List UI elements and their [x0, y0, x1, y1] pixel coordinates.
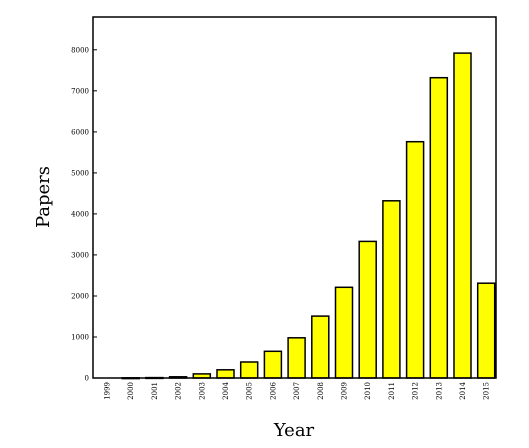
x-tick-label-1999: 1999 [104, 382, 112, 400]
bar-2015 [476, 282, 496, 379]
bar-2011 [382, 200, 401, 379]
y-tick-label-5000: 5000 [71, 169, 89, 177]
x-tick-label-2001: 2001 [151, 382, 159, 400]
x-tick-label-2005: 2005 [246, 382, 254, 400]
bar-2012 [405, 140, 425, 379]
y-tick-label-6000: 6000 [71, 128, 89, 136]
bar-2014 [453, 52, 472, 379]
y-tick-label-7000: 7000 [71, 87, 89, 95]
bar-2004 [216, 369, 235, 379]
x-axis-title: Year [273, 420, 315, 441]
y-tick-label-2000: 2000 [71, 293, 89, 301]
bar-2007 [287, 337, 306, 379]
y-tick-label-3000: 3000 [71, 251, 89, 259]
x-tick-label-2004: 2004 [222, 381, 230, 399]
plot-frame [92, 16, 497, 379]
bar-2008 [311, 315, 330, 379]
x-tick-label-2000: 2000 [127, 382, 135, 400]
x-tick-label-2012: 2012 [412, 382, 420, 400]
bar-2005 [239, 361, 259, 379]
x-tick-label-2014: 2014 [459, 381, 467, 399]
x-tick-label-2015: 2015 [483, 382, 491, 400]
x-tick-label-2013: 2013 [435, 382, 443, 400]
bar-2006 [263, 350, 283, 379]
y-tick-label-1000: 1000 [71, 334, 89, 342]
bar-2010 [358, 240, 377, 379]
bar-2013 [429, 76, 449, 379]
x-tick-label-2003: 2003 [198, 382, 206, 400]
y-tick-label-4000: 4000 [71, 210, 89, 218]
x-tick-label-2009: 2009 [341, 382, 349, 400]
y-axis-ticks: 0 1000 2000 3000 4000 5000 6000 7000 8000 [71, 46, 97, 383]
x-tick-label-2002: 2002 [175, 382, 183, 400]
x-tick-label-2006: 2006 [269, 381, 277, 399]
x-tick-label-2011: 2011 [388, 382, 396, 400]
x-tick-label-2008: 2008 [317, 382, 325, 400]
x-tick-label-2010: 2010 [364, 382, 372, 400]
y-tick-label-0: 0 [85, 375, 89, 383]
bar-2009 [334, 286, 354, 379]
x-axis-ticks: 1999 2000 2001 2002 2003 2004 2005 2006 2007 2008… [104, 381, 491, 399]
y-axis-title: Papers [33, 166, 54, 228]
y-tick-label-8000: 8000 [71, 46, 89, 54]
bars-layer [121, 52, 496, 380]
x-tick-label-2007: 2007 [293, 382, 301, 400]
